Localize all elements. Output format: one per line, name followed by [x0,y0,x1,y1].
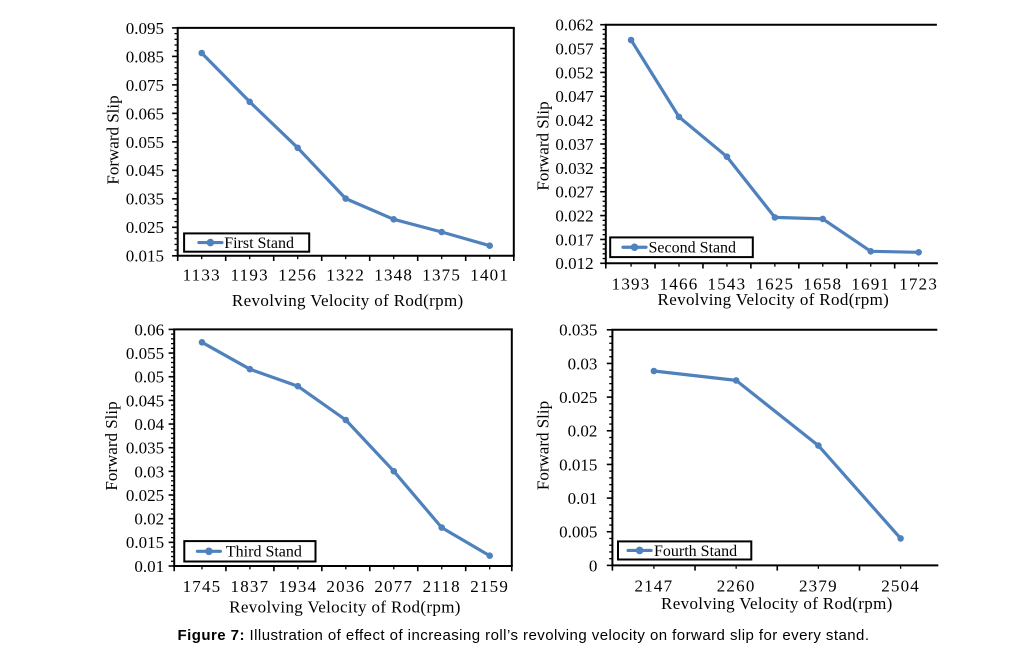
svg-text:0.055: 0.055 [126,344,164,363]
svg-text:0.052: 0.052 [555,63,593,82]
svg-text:0.027: 0.027 [555,183,594,202]
svg-text:0.095: 0.095 [126,19,164,38]
svg-text:0.06: 0.06 [134,320,164,339]
svg-text:0.057: 0.057 [555,39,594,58]
svg-text:0.025: 0.025 [126,486,164,505]
svg-text:0.062: 0.062 [555,16,593,35]
svg-text:0.025: 0.025 [559,388,597,407]
svg-text:0.035: 0.035 [559,321,597,340]
svg-text:1466: 1466 [660,274,699,293]
svg-text:1348: 1348 [374,265,413,284]
svg-text:0.022: 0.022 [555,206,593,225]
svg-text:1745: 1745 [183,577,222,596]
svg-text:Third Stand: Third Stand [226,544,302,561]
svg-text:0.03: 0.03 [134,462,164,481]
svg-text:0.03: 0.03 [568,354,598,373]
svg-text:Fourth Stand: Fourth Stand [654,543,737,560]
svg-text:Revolving Velocity of Rod(rpm): Revolving Velocity of Rod(rpm) [658,290,890,309]
svg-text:Forward Slip: Forward Slip [102,401,121,490]
svg-text:Forward Slip: Forward Slip [533,101,552,190]
svg-text:Forward Slip: Forward Slip [103,95,122,184]
svg-text:0.075: 0.075 [126,76,164,95]
svg-text:0.015: 0.015 [559,455,597,474]
svg-text:0.012: 0.012 [555,254,593,273]
svg-text:0.02: 0.02 [568,422,598,441]
svg-text:Forward Slip: Forward Slip [533,401,552,490]
svg-text:2504: 2504 [881,576,920,595]
svg-text:0.045: 0.045 [126,161,164,180]
svg-text:0.085: 0.085 [126,47,164,66]
svg-text:1322: 1322 [326,265,365,284]
svg-text:0.047: 0.047 [555,87,594,106]
svg-text:2077: 2077 [374,577,413,596]
svg-text:1256: 1256 [278,265,317,284]
svg-text:2147: 2147 [635,576,674,595]
svg-text:1393: 1393 [612,274,651,293]
svg-text:1837: 1837 [231,577,270,596]
svg-text:0.035: 0.035 [126,190,164,209]
svg-text:Revolving Velocity of Rod(rpm): Revolving Velocity of Rod(rpm) [232,291,464,310]
svg-text:0.065: 0.065 [126,104,164,123]
svg-text:2379: 2379 [799,576,838,595]
svg-text:0.01: 0.01 [134,557,164,576]
svg-text:0.045: 0.045 [126,391,164,410]
svg-text:1625: 1625 [755,274,794,293]
svg-text:1401: 1401 [470,265,509,284]
svg-text:Revolving Velocity of Rod(rpm): Revolving Velocity of Rod(rpm) [661,594,893,613]
svg-text:0.04: 0.04 [134,415,164,434]
svg-text:1658: 1658 [803,274,842,293]
svg-text:0.015: 0.015 [126,533,164,552]
svg-text:2036: 2036 [326,577,365,596]
svg-text:1543: 1543 [708,274,747,293]
svg-text:1723: 1723 [899,274,938,293]
svg-text:First Stand: First Stand [224,235,294,252]
svg-text:2159: 2159 [470,577,509,596]
svg-text:0.015: 0.015 [126,247,164,266]
svg-text:0.032: 0.032 [555,159,593,178]
svg-text:0.05: 0.05 [134,368,164,387]
svg-text:0.037: 0.037 [555,135,594,154]
svg-text:0.042: 0.042 [555,111,593,130]
svg-text:0.055: 0.055 [126,133,164,152]
svg-text:0.02: 0.02 [134,510,164,529]
svg-text:2118: 2118 [423,577,461,596]
svg-text:2260: 2260 [717,576,756,595]
svg-text:1193: 1193 [231,265,269,284]
svg-text:1133: 1133 [183,265,221,284]
svg-text:0: 0 [589,556,598,575]
svg-text:1934: 1934 [278,577,317,596]
svg-text:Second Stand: Second Stand [649,240,737,257]
svg-text:0.017: 0.017 [555,230,594,249]
svg-text:0.01: 0.01 [568,489,598,508]
svg-text:1375: 1375 [422,265,461,284]
svg-text:0.005: 0.005 [559,523,597,542]
svg-text:1691: 1691 [851,274,890,293]
svg-text:Revolving Velocity of Rod(rpm): Revolving Velocity of Rod(rpm) [229,597,461,616]
svg-text:0.035: 0.035 [126,439,164,458]
svg-text:0.025: 0.025 [126,218,164,237]
